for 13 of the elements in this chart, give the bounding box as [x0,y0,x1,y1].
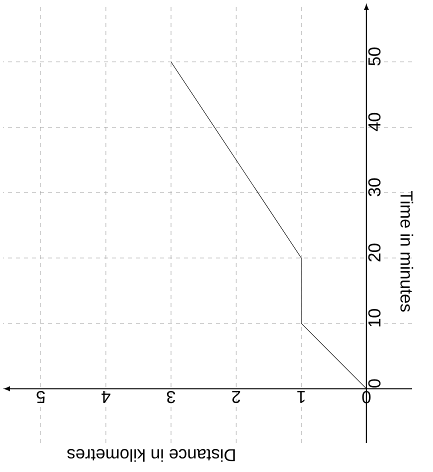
y-tick-label: 10 [368,309,381,326]
y-tick-label: 20 [368,244,381,262]
y-tick-label: 30 [368,178,381,196]
x-tick-label: 1 [297,390,305,403]
y-tick-label: 40 [368,112,381,132]
x-tick-label: 3 [166,390,176,404]
y-axis-title: Time in minutes [400,190,414,312]
y-tick-label: 50 [368,48,381,66]
y-tick-label: 0 [368,379,381,388]
x-tick-label: 5 [36,390,45,404]
x-axis-title: Distance in kilometres [67,449,235,462]
x-tick-label: 4 [102,390,110,403]
x-tick-label: 2 [232,390,240,404]
